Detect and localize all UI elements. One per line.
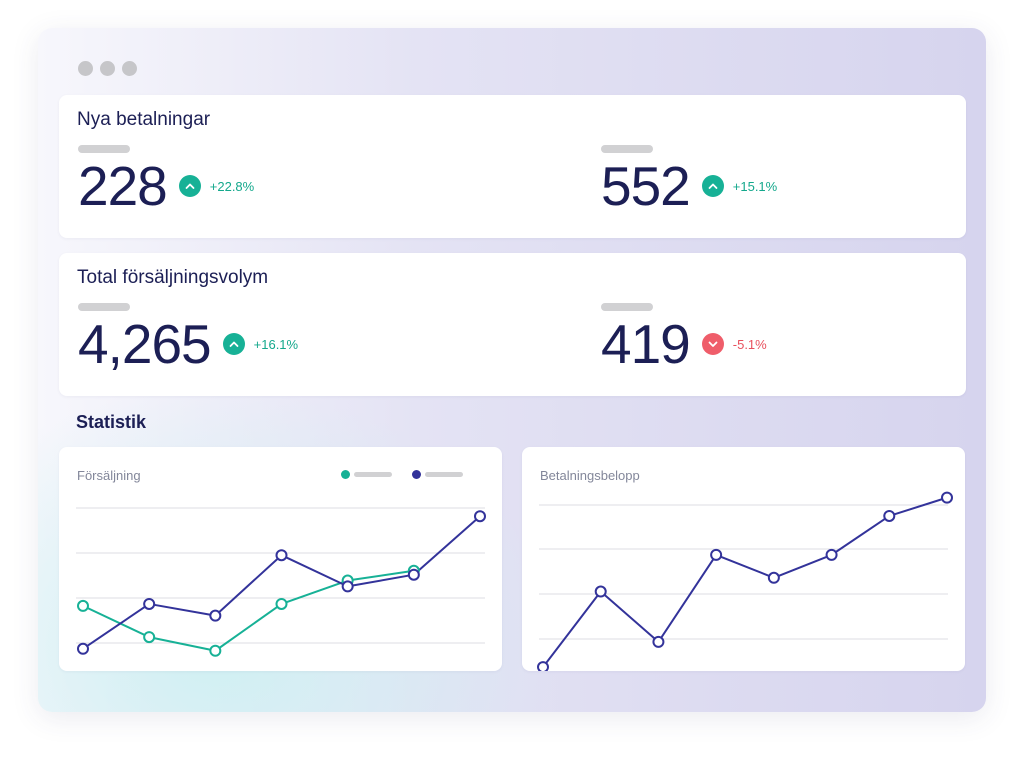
stat-value: 228 — [78, 155, 168, 217]
legend-label-placeholder — [354, 472, 392, 477]
sales-chart-card: Försäljning — [59, 447, 502, 671]
data-point — [825, 548, 838, 561]
data-point — [407, 568, 420, 581]
data-point — [594, 585, 607, 598]
series-line — [82, 569, 414, 652]
new-payments-card: Nya betalningar 228 +22.8% 552 +15.1% — [59, 95, 966, 238]
total-sales-volume-card: Total försäljningsvolym 4,265 +16.1% 419… — [59, 253, 966, 396]
legend-swatch-teal — [341, 470, 350, 479]
data-point — [710, 548, 723, 561]
data-point — [209, 644, 222, 657]
window-control-dot[interactable] — [100, 61, 115, 76]
data-point — [275, 597, 288, 610]
data-point — [767, 571, 780, 584]
window-controls — [78, 61, 137, 76]
stat-delta: +22.8% — [209, 178, 255, 194]
stat-label-placeholder — [601, 145, 653, 153]
chevron-down-icon — [708, 341, 718, 347]
chart-legend — [341, 470, 463, 479]
payment-amount-chart-card: Betalningsbelopp — [522, 447, 965, 671]
card-title: Nya betalningar — [77, 109, 211, 130]
data-point — [77, 599, 89, 612]
payment-amount-line-chart — [537, 491, 953, 671]
data-point — [941, 491, 953, 504]
data-point — [341, 580, 354, 593]
stat-label-placeholder — [78, 145, 130, 153]
data-point — [275, 549, 288, 562]
stat-delta: -5.1% — [732, 336, 767, 352]
data-point — [652, 635, 665, 648]
stat-block: 419 -5.1% — [601, 303, 767, 375]
data-point — [143, 597, 156, 610]
chart-title: Försäljning — [77, 468, 141, 483]
section-title: Statistik — [76, 412, 147, 432]
sales-line-chart — [76, 507, 486, 657]
stat-label-placeholder — [78, 303, 130, 311]
window-control-dot[interactable] — [78, 61, 93, 76]
trend-badge — [701, 333, 724, 355]
trend-badge — [178, 175, 201, 197]
card-title: Total försäljningsvolym — [77, 267, 269, 288]
trend-badge — [222, 333, 245, 355]
data-point — [77, 642, 89, 655]
chevron-up-icon — [708, 183, 718, 189]
stat-label-placeholder — [601, 303, 653, 311]
stat-delta: +16.1% — [253, 336, 299, 352]
stat-block: 552 +15.1% — [601, 145, 777, 217]
dashboard-window: Nya betalningar 228 +22.8% 552 +15.1% — [38, 28, 986, 712]
legend-swatch-indigo — [412, 470, 421, 479]
trend-badge — [701, 175, 724, 197]
series-line — [542, 496, 948, 668]
data-point — [209, 609, 222, 622]
series-line — [82, 515, 481, 650]
legend-item[interactable] — [341, 470, 392, 479]
stat-block: 4,265 +16.1% — [78, 303, 298, 375]
chevron-up-icon — [185, 183, 195, 189]
chevron-up-icon — [229, 341, 239, 347]
data-point — [474, 510, 486, 523]
stat-block: 228 +22.8% — [78, 145, 254, 217]
legend-item[interactable] — [412, 470, 463, 479]
data-point — [537, 661, 549, 671]
stat-value: 552 — [601, 155, 691, 217]
legend-label-placeholder — [425, 472, 463, 477]
data-point — [143, 631, 156, 644]
stat-value: 419 — [601, 313, 691, 375]
window-control-dot[interactable] — [122, 61, 137, 76]
chart-title: Betalningsbelopp — [540, 468, 640, 483]
stat-delta: +15.1% — [732, 178, 778, 194]
data-point — [883, 509, 896, 522]
stat-value: 4,265 — [78, 313, 212, 375]
